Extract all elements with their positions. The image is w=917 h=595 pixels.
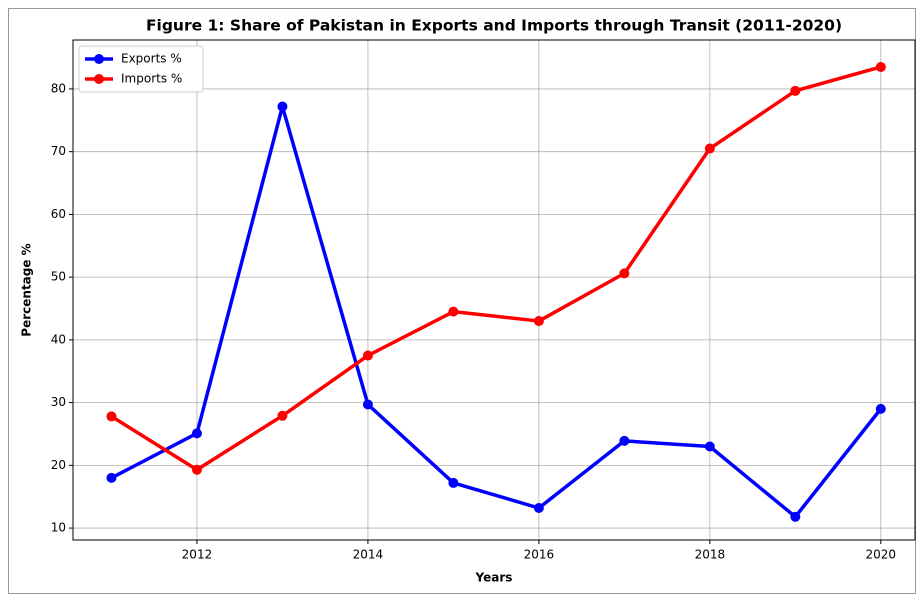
- x-tick-label: 2012: [182, 548, 213, 562]
- data-point: [106, 411, 117, 422]
- data-point: [704, 143, 715, 154]
- data-point: [533, 503, 544, 514]
- data-point: [362, 399, 373, 410]
- x-tick-label: 2018: [695, 548, 726, 562]
- data-point: [191, 428, 202, 439]
- legend-label: Imports %: [121, 72, 182, 86]
- y-tick-label: 80: [51, 81, 66, 95]
- x-tick-label: 2014: [353, 548, 384, 562]
- data-point: [448, 477, 459, 488]
- data-point: [704, 441, 715, 452]
- chart-title: Figure 1: Share of Pakistan in Exports a…: [146, 17, 842, 35]
- y-axis-label: Percentage %: [20, 243, 34, 336]
- data-point: [191, 464, 202, 475]
- legend-label: Exports %: [121, 52, 182, 66]
- data-point: [875, 61, 886, 72]
- data-point: [277, 101, 288, 112]
- y-tick-label: 70: [51, 144, 66, 158]
- y-tick-label: 50: [51, 270, 66, 284]
- data-point: [277, 410, 288, 421]
- data-point: [790, 511, 801, 522]
- y-tick-label: 10: [51, 521, 66, 535]
- data-point: [533, 316, 544, 327]
- data-point: [619, 268, 630, 279]
- data-point: [619, 435, 630, 446]
- legend-marker: [94, 54, 104, 64]
- plot-area: [72, 39, 916, 541]
- y-tick-label: 30: [51, 395, 66, 409]
- x-axis-label: Years: [475, 571, 513, 585]
- x-tick-label: 2020: [866, 548, 897, 562]
- y-tick-label: 60: [51, 207, 66, 221]
- data-point: [448, 306, 459, 317]
- data-point: [106, 472, 117, 483]
- data-point: [362, 350, 373, 361]
- legend: Exports % Imports %: [78, 45, 204, 93]
- series-line: [110, 104, 883, 519]
- series-line: [110, 65, 882, 472]
- data-point: [790, 85, 801, 96]
- y-tick-label: 40: [51, 332, 66, 346]
- x-tick-label: 2016: [524, 548, 555, 562]
- data-point: [875, 403, 886, 414]
- y-tick-label: 20: [51, 458, 66, 472]
- legend-marker: [94, 74, 104, 84]
